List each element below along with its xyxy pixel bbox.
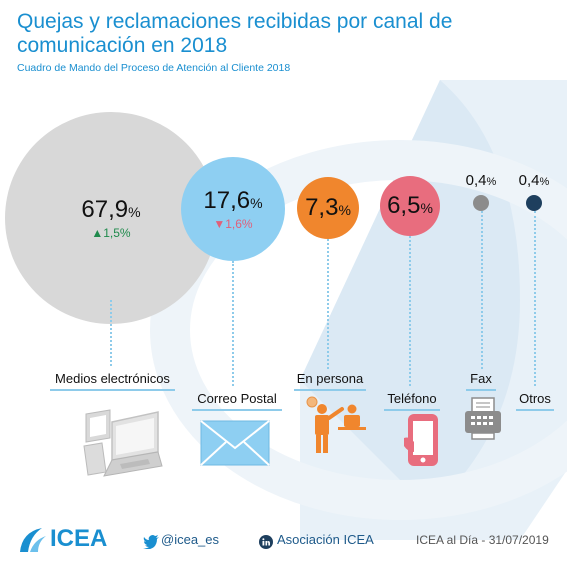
linkedin-icon [259,535,273,549]
cat-fax: Fax [470,371,492,386]
linkedin-name[interactable]: Asociación ICEA [277,532,374,547]
cat-medios: Medios electrónicos [55,371,170,386]
dot-otros [526,195,542,211]
laptop-icon [83,409,163,477]
chart-title: Quejas y reclamaciones recibidas por can… [17,10,453,57]
dot-fax [473,195,489,211]
cat-line-telefono [384,409,440,411]
bubble-correo: 17,6% ▼1,6% [181,157,285,261]
twitter-icon [143,535,159,549]
cat-line-medios [50,389,175,391]
envelope-icon [200,420,270,466]
publication-date: ICEA al Día - 31/07/2019 [416,533,549,547]
bubble-telefono: 6,5% [380,176,440,236]
chart-subtitle: Cuadro de Mando del Proceso de Atención … [17,62,291,74]
cat-persona: En persona [296,371,364,386]
otros-value: 0,4% [518,172,550,189]
icea-logo-text: ICEA [50,525,108,552]
cat-correo: Correo Postal [197,391,277,406]
fax-value: 0,4% [465,172,497,189]
leader-medios [110,300,112,366]
persona-value: 7,3% [305,194,351,221]
cat-line-otros [516,409,554,411]
phone-icon [404,414,438,466]
correo-change: ▼1,6% [213,217,253,231]
leader-fax [481,211,483,369]
cat-line-persona [294,389,366,391]
icea-logo-icon [20,528,46,552]
leader-correo [232,261,234,386]
cat-line-fax [466,389,496,391]
medios-value: 67,9% [81,196,141,223]
cat-telefono: Teléfono [387,391,437,406]
twitter-handle[interactable]: @icea_es [161,532,220,547]
cat-otros: Otros [519,391,551,406]
telefono-value: 6,5% [387,192,433,219]
person-desk-icon [306,396,366,453]
leader-telefono [409,236,411,386]
leader-persona [327,239,329,369]
bubble-persona: 7,3% [297,177,359,239]
fax-icon [465,397,501,440]
cat-line-correo [192,409,282,411]
correo-value: 17,6% [203,187,263,214]
medios-change: ▲1,5% [91,226,131,240]
leader-otros [534,211,536,386]
